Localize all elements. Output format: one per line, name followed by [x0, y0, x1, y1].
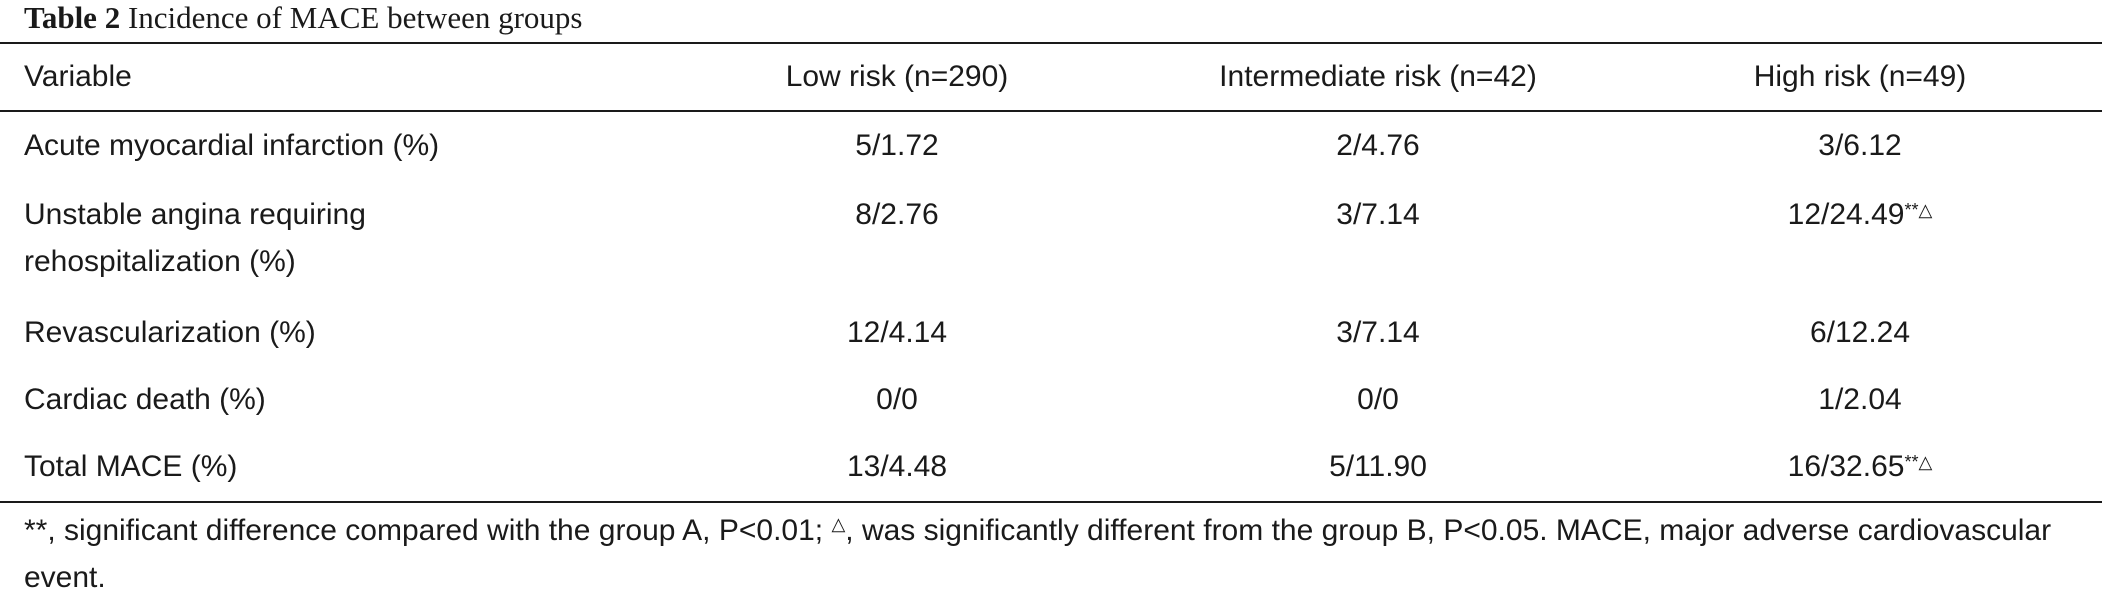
table-footnote: **, significant difference compared with…	[24, 507, 2089, 601]
header-rule	[0, 110, 2102, 112]
table-top-rule	[0, 42, 2102, 44]
header-variable: Variable	[24, 60, 132, 93]
header-high-risk: High risk (n=49)	[1753, 60, 1967, 93]
row-variable: Acute myocardial infarction (%)	[24, 129, 440, 162]
row-high-value: 3/6.12	[1818, 129, 1902, 162]
header-intermediate-risk: Intermediate risk (n=42)	[1219, 60, 1537, 93]
significance-mark: **△	[1904, 200, 1933, 220]
row-intermediate-value: 2/4.76	[1336, 129, 1420, 162]
row-variable: Unstable angina requiring	[24, 198, 366, 231]
row-variable: Total MACE (%)	[24, 450, 238, 483]
significance-mark: **△	[1904, 452, 1933, 472]
row-low-value: 13/4.48	[846, 450, 948, 483]
row-low-value: 8/2.76	[855, 198, 939, 231]
row-high-value: 1/2.04	[1818, 383, 1902, 416]
triangle-symbol: △	[831, 514, 846, 534]
row-intermediate-value: 3/7.14	[1336, 316, 1420, 349]
row-high-value: 6/12.24	[1809, 316, 1911, 349]
table-bottom-rule	[0, 501, 2102, 503]
header-low-risk: Low risk (n=290)	[785, 60, 1009, 93]
row-intermediate-value: 5/11.90	[1329, 450, 1427, 483]
caption-title: Incidence of MACE between groups	[127, 0, 583, 35]
row-variable-continued: rehospitalization (%)	[24, 245, 296, 278]
row-high-cell: 12/24.49**△	[1610, 191, 2102, 238]
row-variable: Revascularization (%)	[24, 316, 316, 349]
table-caption: Table 2 Incidence of MACE between groups	[24, 0, 582, 36]
row-low-value: 5/1.72	[855, 129, 939, 162]
footnote-part-1: **, significant difference compared with…	[24, 514, 832, 547]
caption-label: Table 2	[24, 0, 121, 35]
row-intermediate-value: 0/0	[1357, 383, 1399, 416]
row-variable: Cardiac death (%)	[24, 383, 266, 416]
row-intermediate-value: 3/7.14	[1336, 198, 1420, 231]
row-low-value: 0/0	[876, 383, 918, 416]
row-low-value: 12/4.14	[846, 316, 948, 349]
row-high-value: 12/24.49	[1787, 198, 1905, 231]
row-high-cell: 16/32.65**△	[1610, 443, 2102, 490]
row-high-value: 16/32.65	[1787, 450, 1905, 483]
